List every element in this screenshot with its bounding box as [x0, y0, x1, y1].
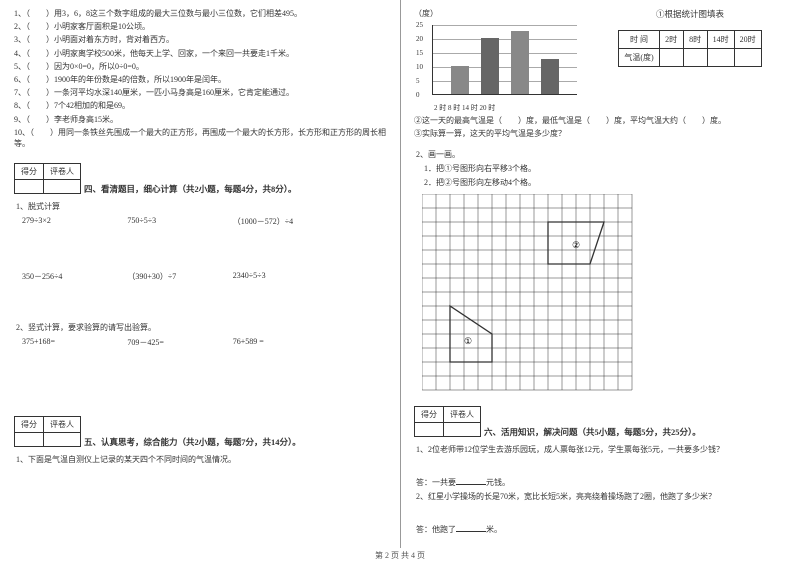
left-column: 1、（ ）用3，6，8这三个数字组成的最大三位数与最小三位数，它们相差495。 …: [0, 0, 400, 548]
bar-chart: 25 20 15 10 5 0 2 时 8 时 14 时 20 时: [414, 19, 584, 111]
ans-prefix: 答：一共要: [416, 478, 456, 487]
th-time: 时 间: [619, 31, 659, 49]
th: 8时: [683, 31, 707, 49]
th: 2时: [659, 31, 683, 49]
judge-q4: 4、（ ）小明家离学校500米，他每天上学、回家，一个来回一共要走1千米。: [14, 48, 386, 59]
section-5-title: 五、认真思考，综合能力（共2小题，每题7分，共14分）。: [84, 436, 386, 448]
judge-q5: 5、（ ）因为0×0=0，所以0÷0=0。: [14, 61, 386, 72]
grader-label: 评卷人: [444, 407, 481, 423]
ytick: 25: [416, 21, 423, 29]
chart-title: ①根据统计图填表: [594, 8, 786, 20]
judge-q10: 10、（ ）用同一条铁丝先围成一个最大的正方形，再围成一个最大的长方形，长方形和…: [14, 127, 386, 149]
answer-1: 答：一共要 元钱。: [416, 476, 786, 488]
judge-q6: 6、（ ）1900年的年份数是4的倍数，所以1900年是闰年。: [14, 74, 386, 85]
score-label: 得分: [15, 417, 44, 433]
section-6-title: 六、活用知识，解决问题（共5小题，每题5分，共25分）。: [484, 426, 786, 438]
column-divider: [400, 0, 401, 548]
ans-suffix: 米。: [486, 525, 502, 534]
page-footer: 第 2 页 共 4 页: [0, 550, 800, 561]
judge-q3: 3、（ ）小明面对着东方时，背对着西方。: [14, 34, 386, 45]
judge-q7: 7、（ ）一条河平均水深140厘米，一匹小马身高是160厘米，它肯定能通过。: [14, 87, 386, 98]
bar: [451, 66, 469, 94]
calc-expr: 279÷3×2: [22, 216, 127, 227]
score-table-5: 得分评卷人: [14, 416, 81, 447]
th: 14时: [707, 31, 734, 49]
calc-expr: 2340÷5÷3: [233, 271, 338, 282]
q5-1-label: 1、下面是气温自测仪上记录的某天四个不同时间的气温情况。: [16, 454, 386, 465]
bar: [511, 31, 529, 94]
draw-2: 2．把②号图形向左移动4个格。: [424, 177, 786, 188]
ytick: 0: [416, 91, 420, 99]
grader-label: 评卷人: [44, 417, 81, 433]
calc-expr: （390+30）÷7: [127, 271, 232, 282]
chart-q3: ③实际算一算，这天的平均气温是多少度？: [414, 128, 786, 139]
temp-table: 时 间 2时 8时 14时 20时 气温(度): [618, 30, 761, 67]
calc-row-1: 279÷3×2 750÷5÷3 （1000－572）÷4: [22, 216, 338, 227]
ytick: 15: [416, 49, 423, 57]
judge-q9: 9、（ ）李老师身高15米。: [14, 114, 386, 125]
row-label: 气温(度): [619, 49, 659, 67]
bar: [481, 38, 499, 94]
q6-2: 2、红星小学操场的长是70米，宽比长短5米，亮亮绕着操场跑了2圈，他跑了多少米？: [416, 491, 786, 502]
judge-q2: 2、（ ）小明家客厅面积是10公顷。: [14, 21, 386, 32]
ytick: 20: [416, 35, 423, 43]
bar: [541, 59, 559, 94]
draw-title: 2、画一画。: [416, 149, 786, 160]
shape-1-label: ①: [464, 336, 472, 346]
ans-prefix: 答：他跑了: [416, 525, 456, 534]
judge-q8: 8、（ ）7个42相加的和是69。: [14, 100, 386, 111]
calc-row-2: 350－256÷4 （390+30）÷7 2340÷5÷3: [22, 271, 338, 282]
x-axis-labels: 2 时 8 时 14 时 20 时: [434, 103, 584, 113]
score-table-4: 得分评卷人: [14, 163, 81, 194]
judge-q1: 1、（ ）用3，6，8这三个数字组成的最大三位数与最小三位数，它们相差495。: [14, 8, 386, 19]
calc-expr: 750÷5÷3: [127, 216, 232, 227]
ytick: 5: [416, 77, 420, 85]
shape-2-label: ②: [572, 240, 580, 250]
chart-grid: [432, 25, 577, 95]
score-table-6: 得分评卷人: [414, 406, 481, 437]
calc-expr: （1000－572）÷4: [233, 216, 338, 227]
calc-expr: 350－256÷4: [22, 271, 127, 282]
ans-suffix: 元钱。: [486, 478, 510, 487]
y-axis-unit: （度）: [414, 8, 584, 19]
q4-2-label: 2、竖式计算，要求验算的请写出验算。: [16, 322, 386, 333]
q6-1: 1、2位老师带12位学生去游乐园玩，成人票每张12元，学生票每张5元，一共要多少…: [416, 444, 786, 455]
ytick: 10: [416, 63, 423, 71]
q4-1-label: 1、脱式计算: [16, 201, 386, 212]
th: 20时: [734, 31, 761, 49]
chart-q2: ②这一天的最高气温是（ ）度，最低气温是（ ）度，平均气温大约（ ）度。: [414, 115, 786, 126]
section-4-title: 四、看清题目，细心计算（共2小题，每题4分，共8分）。: [84, 183, 386, 195]
calc-row-3: 375+168= 709－425= 76+589 =: [22, 337, 338, 348]
calc-expr: 76+589 =: [233, 337, 338, 348]
answer-2: 答：他跑了 米。: [416, 523, 786, 535]
blank: [456, 523, 486, 532]
score-label: 得分: [415, 407, 444, 423]
score-label: 得分: [15, 164, 44, 180]
calc-expr: 375+168=: [22, 337, 127, 348]
blank: [456, 476, 486, 485]
calc-expr: 709－425=: [127, 337, 232, 348]
draw-1: 1．把①号图形向右平移3个格。: [424, 163, 786, 174]
grader-label: 评卷人: [44, 164, 81, 180]
right-column: （度） 25 20 15 10 5 0 2: [400, 0, 800, 548]
drawing-grid: ② ①: [422, 194, 786, 392]
